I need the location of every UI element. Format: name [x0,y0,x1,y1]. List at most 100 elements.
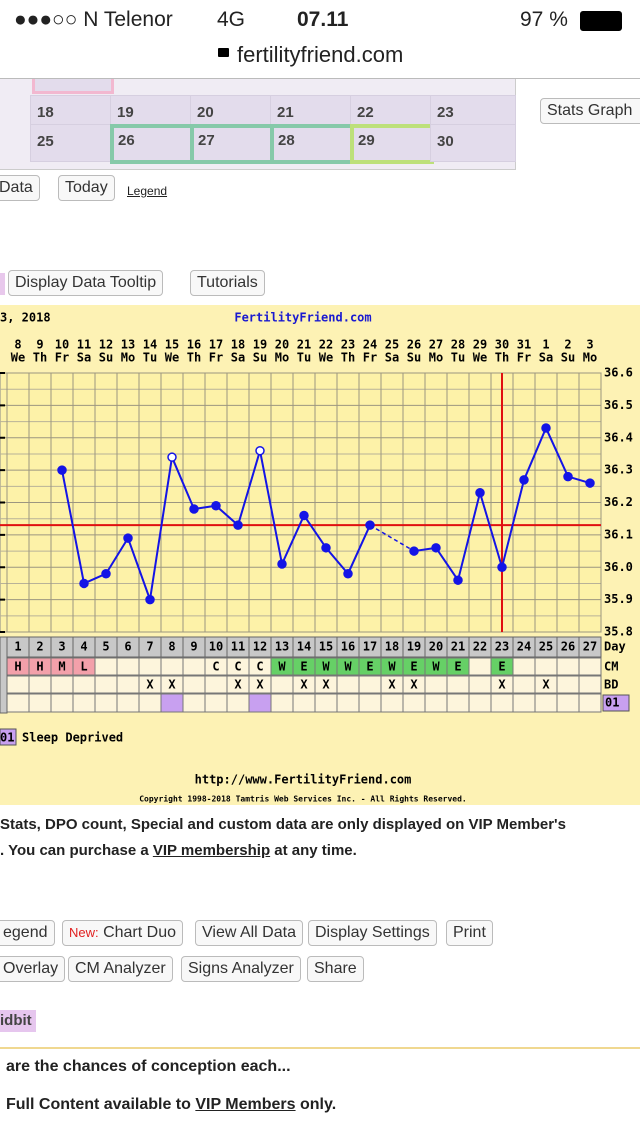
date-label: 8 [14,338,21,352]
weekday-label: Mo [583,351,597,365]
bd-cell [72,675,96,694]
weekday-label: Tu [143,351,157,365]
special-code: 01 [605,696,619,710]
action-button[interactable]: Overlay [0,956,66,982]
special-cell [402,693,426,713]
action-button[interactable]: Signs Analyzer [181,956,301,982]
special-cell [292,693,316,713]
cm-value: W [322,660,330,674]
special-cell [226,693,250,713]
footer-url: http://www.FertilityFriend.com [195,773,412,787]
special-cell [50,693,74,713]
weekday-label: Su [99,351,113,365]
today-button[interactable]: Today [58,175,115,201]
tidbit-tab[interactable]: idbit [0,1010,36,1032]
chart: 3, 2018 FertilityFriend.com http://www.F… [0,305,640,805]
temp-point [145,594,155,605]
cm-cell [556,657,580,676]
legend-label: Sleep Deprived [22,731,123,745]
weekday-label: Fr [55,351,69,365]
action-button[interactable]: Share [307,956,364,982]
day-number: 11 [231,640,245,654]
bd-value: X [146,678,154,692]
weekday-label: Th [33,351,47,365]
date-label: 15 [165,338,179,352]
date-label: 19 [253,338,267,352]
bd-value: X [322,678,330,692]
cm-value: L [80,660,87,674]
calendar-day[interactable]: 29 [350,124,434,164]
weekday-label: Fr [517,351,531,365]
temp-point [519,475,529,485]
calendar-day[interactable]: 27 [190,124,274,164]
calendar-day[interactable]: 28 [270,124,354,164]
calendar-day[interactable]: 26 [110,124,194,164]
temp-point [365,520,375,530]
bd-cell [556,675,580,694]
tooltip-button[interactable]: Display Data Tooltip [8,270,164,296]
weekday-label: Fr [363,351,377,365]
day-number: 6 [124,640,131,654]
weekday-label: Sa [231,351,245,365]
day-number: 2 [36,640,43,654]
y-tick-label: 36.6 [604,366,633,380]
cm-value: C [234,660,241,674]
cm-value: E [366,660,373,674]
legend-link[interactable]: Legend [127,184,168,198]
weekday-label: We [11,351,25,365]
legend-swatch [0,728,17,746]
action-button[interactable]: New: Chart Duo [62,920,183,946]
tutorials-button[interactable]: Tutorials [190,270,265,296]
cm-value: C [256,660,263,674]
special-cell [160,693,184,713]
day-number: 21 [451,640,465,654]
weekday-label: Fr [209,351,223,365]
temp-point [123,533,133,543]
new-badge: New: [69,925,99,940]
date-label: 26 [407,338,421,352]
calendar-day[interactable]: 25 [30,124,116,162]
special-cell [182,693,206,713]
stats-graph-button[interactable]: Stats Graph [540,98,640,124]
weekday-label: Sa [539,351,553,365]
text: Full Content available to [6,1096,196,1113]
cm-cell [94,657,118,676]
url[interactable]: fertilityfriend.com [237,42,404,67]
special-cell [72,693,96,713]
action-button[interactable]: Print [446,920,493,946]
action-button[interactable]: View All Data [195,920,303,946]
bd-value: X [542,678,550,692]
button-label: Chart Duo [103,924,176,941]
bd-value: X [168,678,176,692]
cm-value: E [498,660,505,674]
article-question[interactable]: are the chances of conception each... [6,1058,291,1075]
action-button[interactable]: CM Analyzer [68,956,173,982]
temp-point [299,510,309,521]
special-cell [424,693,448,713]
weekday-label: Th [495,351,509,365]
day-number: 10 [209,640,223,654]
bd-value: X [388,678,396,692]
action-button[interactable]: egend [0,920,55,946]
date-label: 17 [209,338,223,352]
special-cell [446,693,470,713]
cm-cell [182,657,206,676]
special-cell [248,693,272,713]
vip-link[interactable]: VIP membership [152,842,271,859]
calendar-day[interactable]: 30 [430,124,516,162]
cm-cell [160,657,184,676]
network: 4G [217,8,246,31]
gap-line [369,524,415,552]
special-cell [138,693,162,713]
bd-cell [512,675,536,694]
day-number: 9 [190,640,197,654]
cm-value: H [14,660,21,674]
bd-cell [50,675,74,694]
data-button[interactable]: Data [0,175,40,201]
temp-point [409,546,419,556]
day-number: 19 [407,640,421,654]
action-button[interactable]: Display Settings [308,920,437,946]
vip-link[interactable]: VIP Members [195,1096,296,1113]
date-label: 1 [542,338,549,352]
